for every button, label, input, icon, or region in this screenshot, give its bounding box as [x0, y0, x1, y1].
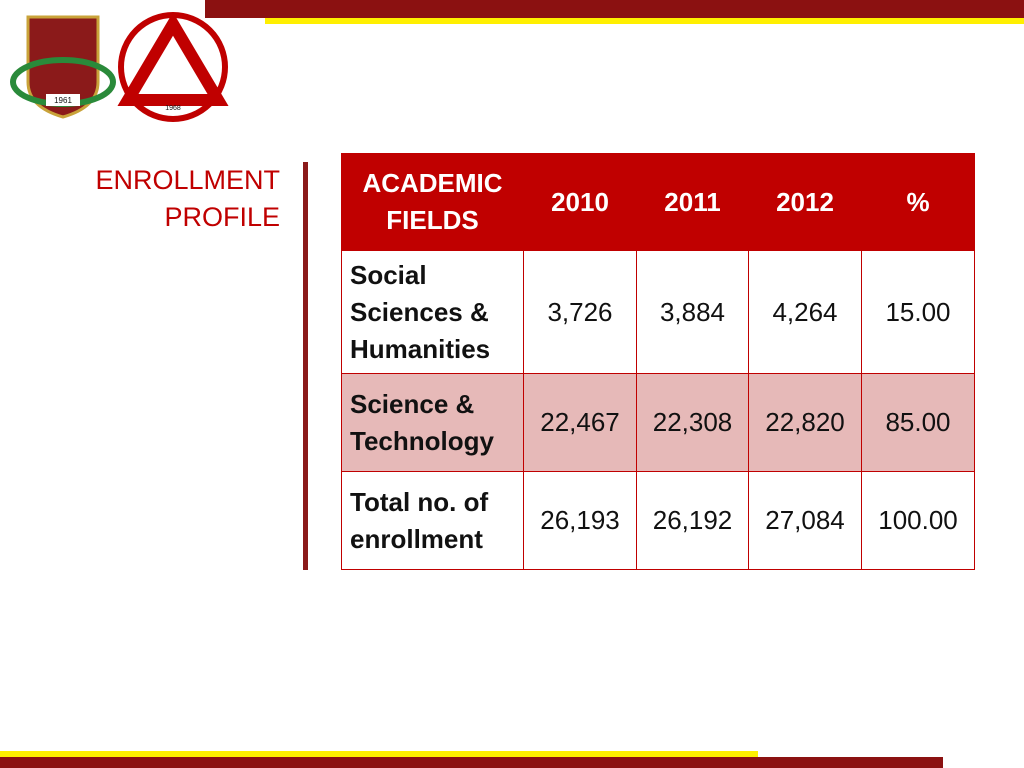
left-seal [26, 15, 100, 119]
title-line: PROFILE [164, 202, 280, 232]
row-label: Total no. of enrollment [341, 471, 524, 570]
row: Social Sciences & Humanities 3,726 3,884… [341, 250, 975, 374]
logo-year: 1961 [54, 96, 72, 105]
cell: 27,084 [748, 471, 862, 570]
row: Science & Technology 22,467 22,308 22,82… [341, 373, 975, 472]
cell: 22,308 [636, 373, 749, 472]
bottom-stripe [0, 751, 758, 757]
header-cell: ACADEMIC FIELDS [341, 153, 524, 251]
header-cell: 2011 [636, 153, 749, 251]
cell: 3,884 [636, 250, 749, 374]
enrollment-table: ACADEMIC FIELDS 2010 2011 2012 % Social … [341, 153, 975, 570]
cell: 100.00 [861, 471, 975, 570]
row-label: Social Sciences & Humanities [341, 250, 524, 374]
cell: 26,192 [636, 471, 749, 570]
divider [303, 162, 308, 570]
section-title: ENROLLMENT PROFILE [60, 162, 280, 236]
logos: 1961 1968 [10, 12, 229, 122]
top-bar [205, 0, 1024, 18]
row-label: Science & Technology [341, 373, 524, 472]
header-row: ACADEMIC FIELDS 2010 2011 2012 % [341, 153, 975, 251]
logo-year: 1968 [165, 105, 181, 112]
row: Total no. of enrollment 26,193 26,192 27… [341, 471, 975, 570]
cell: 4,264 [748, 250, 862, 374]
cell: 15.00 [861, 250, 975, 374]
cell: 3,726 [523, 250, 637, 374]
right-triangle [117, 12, 229, 106]
header-cell: % [861, 153, 975, 251]
cell: 26,193 [523, 471, 637, 570]
cell: 22,820 [748, 373, 862, 472]
cell: 22,467 [523, 373, 637, 472]
header-cell: 2012 [748, 153, 862, 251]
header-cell: 2010 [523, 153, 637, 251]
bottom-bar [0, 757, 943, 768]
cell: 85.00 [861, 373, 975, 472]
top-stripe [265, 18, 1024, 24]
year-box [46, 94, 80, 106]
title-line: ENROLLMENT [95, 165, 280, 195]
